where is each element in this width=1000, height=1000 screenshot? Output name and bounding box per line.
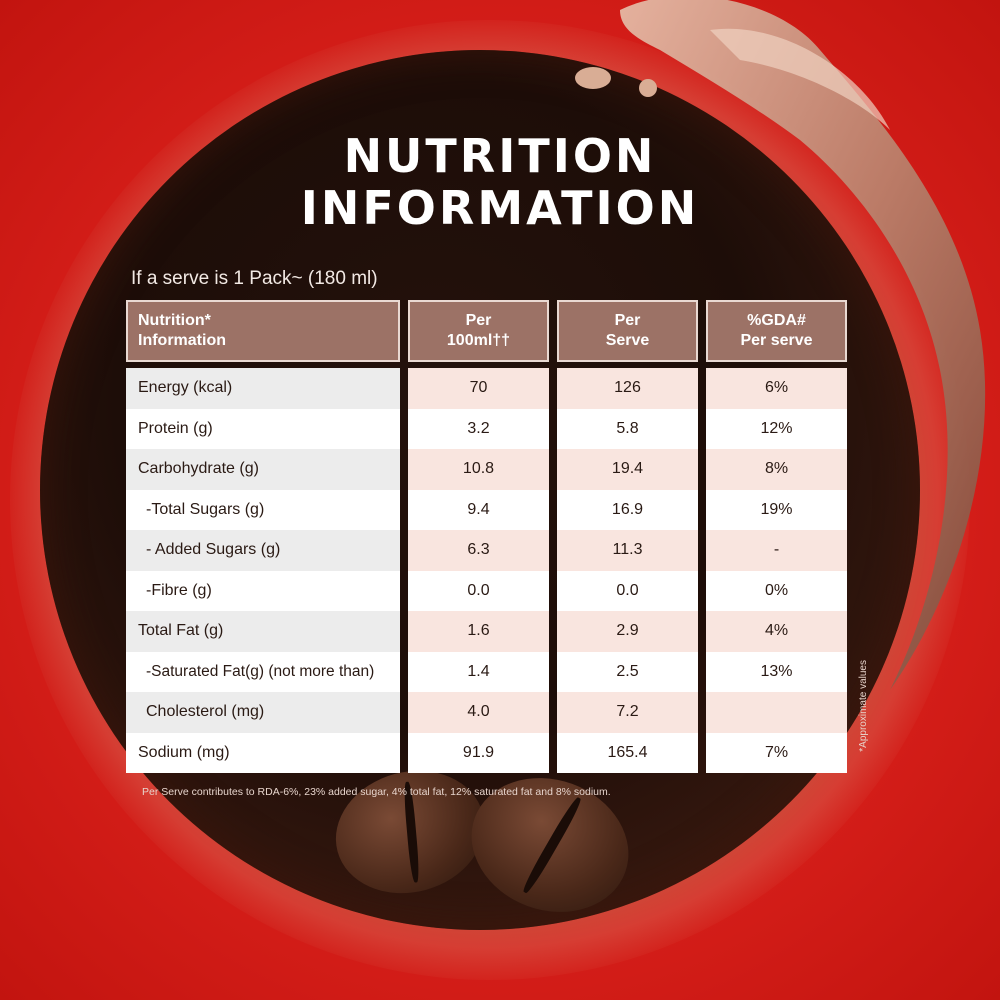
- row-label: Total Fat (g): [126, 611, 400, 652]
- page-title: NUTRITION INFORMATION: [0, 130, 1000, 234]
- value-cell: 1.4: [408, 651, 549, 692]
- serve-note: If a serve is 1 Pack~ (180 ml): [131, 268, 378, 289]
- value-cell: 0%: [706, 570, 847, 611]
- value-cell: 6.3: [408, 530, 549, 571]
- header-per-100ml: Per 100ml††: [408, 300, 549, 362]
- side-note: *Approximate values: [858, 660, 869, 752]
- value-cell: 3.2: [408, 408, 549, 449]
- header-gda-per-serve: %GDA# Per serve: [706, 300, 847, 362]
- row-label: Cholesterol (mg): [126, 692, 400, 733]
- value-cell: 0.0: [408, 570, 549, 611]
- value-cell: 13%: [706, 651, 847, 692]
- value-cell: 19%: [706, 489, 847, 530]
- nutrient-labels: Energy (kcal) Protein (g) Carbohydrate (…: [126, 368, 400, 773]
- value-cell: 1.6: [408, 611, 549, 652]
- title-line-2: INFORMATION: [300, 181, 700, 235]
- value-cell: 7%: [706, 732, 847, 773]
- footnote: Per Serve contributes to RDA-6%, 23% add…: [142, 786, 611, 798]
- value-cell: 91.9: [408, 732, 549, 773]
- header-per-serve: Per Serve: [557, 300, 698, 362]
- title-line-1: NUTRITION: [343, 129, 657, 183]
- value-cell: 70: [408, 368, 549, 409]
- value-cell: 4.0: [408, 692, 549, 733]
- row-label: -Fibre (g): [126, 570, 400, 611]
- column-gda: %GDA# Per serve 6% 12% 8% 19% - 0% 4% 13…: [706, 300, 847, 773]
- value-cell: 7.2: [557, 692, 698, 733]
- value-cell: 2.9: [557, 611, 698, 652]
- value-cell: 6%: [706, 368, 847, 409]
- row-label: Protein (g): [126, 408, 400, 449]
- value-cell: 2.5: [557, 651, 698, 692]
- column-per-100ml: Per 100ml†† 70 3.2 10.8 9.4 6.3 0.0 1.6 …: [408, 300, 549, 773]
- column-per-serve: Per Serve 126 5.8 19.4 16.9 11.3 0.0 2.9…: [557, 300, 698, 773]
- row-label: Energy (kcal): [126, 368, 400, 409]
- value-cell: 12%: [706, 408, 847, 449]
- value-cell: 16.9: [557, 489, 698, 530]
- value-cell: 5.8: [557, 408, 698, 449]
- value-cell: 10.8: [408, 449, 549, 490]
- row-label: - Added Sugars (g): [126, 530, 400, 571]
- value-cell: 126: [557, 368, 698, 409]
- row-label: -Total Sugars (g): [126, 489, 400, 530]
- row-label: Carbohydrate (g): [126, 449, 400, 490]
- row-label: Sodium (mg): [126, 732, 400, 773]
- value-cell: 19.4: [557, 449, 698, 490]
- value-cell: 0.0: [557, 570, 698, 611]
- value-cell: 4%: [706, 611, 847, 652]
- value-cell: -: [706, 530, 847, 571]
- row-label: -Saturated Fat(g) (not more than): [126, 651, 400, 692]
- value-cell: 165.4: [557, 732, 698, 773]
- value-cell: 11.3: [557, 530, 698, 571]
- column-nutrient: Nutrition* Information Energy (kcal) Pro…: [126, 300, 400, 773]
- value-cell: 8%: [706, 449, 847, 490]
- value-cell: 9.4: [408, 489, 549, 530]
- header-nutrition-information: Nutrition* Information: [126, 300, 400, 362]
- value-cell: [706, 692, 847, 733]
